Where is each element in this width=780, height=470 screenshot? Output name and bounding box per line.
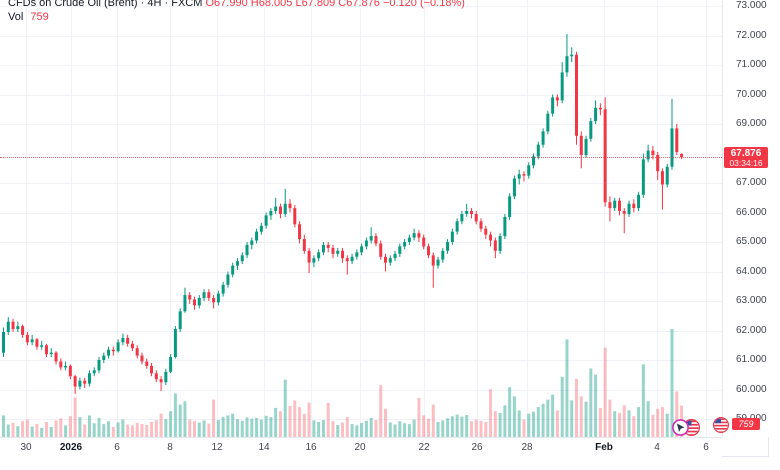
- price-tick-label: 63.000: [736, 295, 767, 306]
- price-tick-label: 72.000: [736, 30, 767, 41]
- time-tick-label: 20: [354, 442, 366, 453]
- price-tick-label: 71.000: [736, 59, 767, 70]
- symbol-title[interactable]: CFDs on Crude Oil (Brent): [8, 0, 138, 9]
- time-tick-label: 8: [167, 442, 173, 453]
- time-tick-label: 14: [258, 442, 270, 453]
- time-axis[interactable]: 30 2026 6 8 12 14 16 20 22 26 28 Feb 4 6: [0, 437, 722, 457]
- volume-label: Vol: [8, 11, 24, 23]
- time-tick-label: 22: [418, 442, 430, 453]
- close-value: 67.876: [346, 0, 380, 9]
- chart-canvas[interactable]: [0, 0, 722, 437]
- time-tick-label: 16: [305, 442, 317, 453]
- time-tick-label: 2026: [59, 442, 83, 453]
- price-tick-label: 70.000: [736, 89, 767, 100]
- last-price-badge: 67.876 03:34:16: [724, 147, 768, 168]
- open-label: O: [205, 0, 215, 9]
- price-tick-label: 60.000: [736, 384, 767, 395]
- time-tick-label: 6: [703, 442, 709, 453]
- price-tick-label: 73.000: [736, 0, 767, 11]
- low-value: 67.809: [301, 0, 336, 9]
- price-tick-label: 69.000: [736, 118, 767, 129]
- last-price-line: [0, 157, 722, 158]
- price-tick-label: 66.000: [736, 207, 767, 218]
- us-flag-icon-2[interactable]: [712, 416, 730, 434]
- change-value: −0.120 (−0.18%): [382, 0, 465, 9]
- price-tick-label: 64.000: [736, 266, 767, 277]
- price-tick-label: 61.000: [736, 354, 767, 365]
- legend-separator-2: ·: [164, 0, 169, 9]
- time-tick-label: 28: [521, 442, 533, 453]
- time-tick-label: 30: [20, 442, 32, 453]
- exchange-label: FXCM: [171, 0, 203, 9]
- time-tick-label: 6: [114, 442, 120, 453]
- price-axis[interactable]: 59.00060.00061.00062.00063.00064.00065.0…: [712, 0, 769, 437]
- open-value: 67.990: [214, 0, 248, 9]
- last-price-value: 67.876: [730, 148, 762, 159]
- chart-widget: CFDs on Crude Oil (Brent) · 4H · FXCM O6…: [0, 0, 769, 457]
- legend-separator: ·: [140, 0, 145, 9]
- candlestick-chart[interactable]: CFDs on Crude Oil (Brent) · 4H · FXCM O6…: [0, 0, 722, 437]
- time-tick-label: Feb: [595, 442, 613, 453]
- low-label: L: [295, 0, 302, 9]
- price-tick-label: 62.000: [736, 325, 767, 336]
- volume-legend: Vol 759: [8, 11, 49, 24]
- price-tick-label: 67.000: [736, 177, 767, 188]
- time-tick-label: 26: [471, 442, 483, 453]
- volume-value: 759: [30, 11, 49, 23]
- high-label: H: [250, 0, 259, 9]
- bar-countdown: 03:34:16: [729, 158, 763, 168]
- price-tick-label: 65.000: [736, 236, 767, 247]
- time-tick-label: 12: [211, 442, 223, 453]
- time-tick-label: 4: [654, 442, 660, 453]
- symbol-legend: CFDs on Crude Oil (Brent) · 4H · FXCM O6…: [8, 0, 465, 10]
- cursor-badge-icon[interactable]: [672, 419, 689, 436]
- volume-axis-badge: 759: [732, 418, 760, 430]
- high-value: 68.005: [258, 0, 293, 9]
- interval-label[interactable]: 4H: [147, 0, 162, 9]
- close-label: C: [338, 0, 347, 9]
